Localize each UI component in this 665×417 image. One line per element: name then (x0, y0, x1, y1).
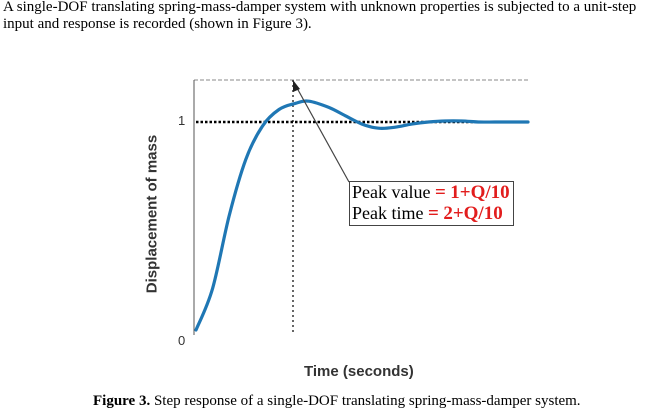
figure-caption-label: Figure 3. (93, 393, 151, 409)
figure-caption-text: Step response of a single-DOF translatin… (150, 393, 581, 409)
intro-text: A single-DOF translating spring-mass-dam… (3, 0, 637, 32)
x-axis-label: Time (seconds) (304, 363, 414, 380)
peak-annotation-box: Peak value = 1+Q/10 Peak time = 2+Q/10 (349, 181, 514, 226)
figure-caption: Figure 3. Step response of a single-DOF … (93, 392, 613, 410)
y-tick-label-0: 0 (178, 333, 186, 348)
peak-pointer-arrowhead (293, 80, 300, 92)
peak-time-row: Peak time = 2+Q/10 (352, 203, 510, 224)
response-curve (194, 99, 530, 332)
y-tick-label-1: 1 (178, 113, 186, 128)
peak-time-equals: = (427, 203, 439, 224)
peak-value-expression: 1+Q/10 (450, 182, 510, 203)
peak-pointer-line (296, 87, 350, 183)
peak-time-label: Peak time (352, 203, 424, 223)
peak-value-equals: = (434, 182, 446, 203)
peak-value-label: Peak value (352, 182, 431, 202)
peak-time-expression: 2+Q/10 (443, 203, 503, 224)
y-axis-label: Displacement of mass (143, 134, 161, 294)
peak-value-row: Peak value = 1+Q/10 (352, 182, 510, 203)
